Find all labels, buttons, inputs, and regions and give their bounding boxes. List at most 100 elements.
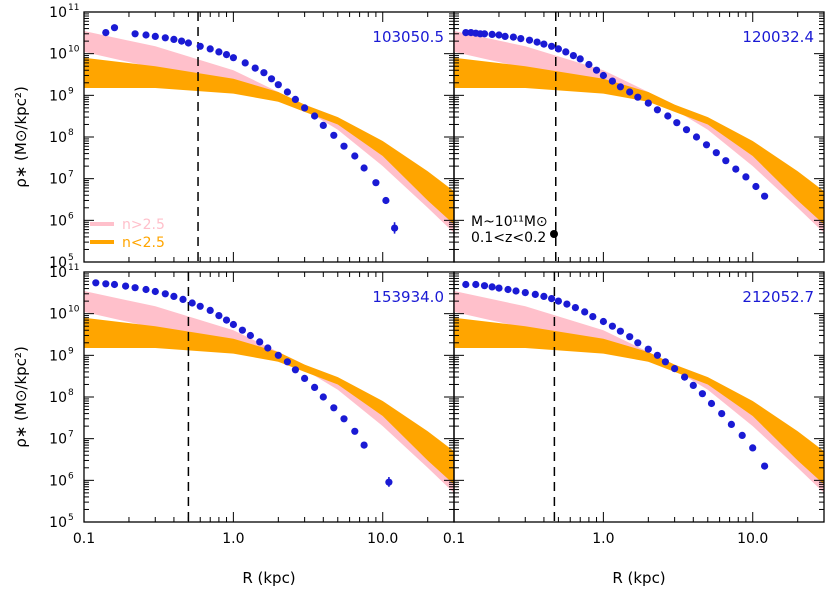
data-point	[599, 71, 608, 80]
y-tick-exponent: 10	[68, 305, 80, 315]
data-point	[161, 34, 169, 42]
data-point	[664, 112, 672, 120]
data-point	[330, 131, 338, 139]
data-point	[351, 427, 359, 435]
data-point	[196, 302, 204, 310]
band-n-gt-2-5	[454, 291, 824, 493]
data-point	[608, 322, 617, 330]
panel-id-label: 212052.7	[742, 288, 814, 306]
data-point	[608, 77, 617, 85]
y-axis-title: ρ∗ (M⊙/kpc²)	[12, 346, 30, 448]
data-point	[360, 441, 368, 449]
data-point	[241, 59, 249, 67]
data-point	[215, 312, 223, 320]
x-tick-label: 10.0	[367, 531, 398, 547]
data-point	[653, 106, 662, 114]
data-point	[681, 373, 689, 381]
panel-212052.7: 0.1 1.0 10.0 212052.7	[443, 271, 825, 547]
panel-plot-area	[84, 12, 454, 262]
data-point	[698, 390, 707, 398]
data-point	[554, 297, 563, 305]
data-point	[206, 306, 214, 314]
data-point	[738, 431, 746, 439]
data-point	[196, 42, 204, 50]
band-n-lt-2-5	[454, 57, 824, 225]
data-point	[576, 55, 584, 63]
data-point	[351, 152, 359, 160]
band-n-lt-2-5	[84, 317, 454, 485]
y-tick-label: 10	[49, 172, 67, 188]
data-point	[634, 339, 642, 347]
data-point	[151, 287, 159, 296]
band-n-lt-2-5	[84, 57, 454, 225]
y-tick-exponent: 7	[68, 170, 74, 180]
data-point	[589, 313, 597, 321]
data-point	[480, 30, 489, 38]
data-point	[480, 282, 489, 290]
data-point	[131, 284, 139, 292]
data-point	[215, 48, 223, 56]
data-point	[732, 165, 740, 173]
y-tick-exponent: 9	[68, 86, 74, 96]
data-point	[616, 83, 625, 91]
data-point	[569, 52, 578, 60]
x-tick-label: 10.0	[737, 531, 768, 547]
data-point	[142, 285, 150, 294]
y-axis-title: ρ∗ (M⊙/kpc²)	[12, 86, 30, 188]
data-point	[142, 31, 150, 39]
data-point	[692, 133, 701, 141]
panel-plot-area	[454, 12, 824, 262]
data-point	[495, 31, 503, 39]
data-point	[501, 32, 509, 41]
data-point	[540, 292, 548, 300]
data-point	[92, 279, 100, 287]
y-tick-label: 10	[49, 213, 67, 229]
y-tick-label: 10	[49, 473, 67, 489]
data-point	[222, 316, 231, 324]
data-point	[170, 35, 178, 44]
data-point	[110, 24, 119, 32]
legend: n>2.5 n<2.5	[90, 217, 165, 251]
data-point	[472, 280, 480, 289]
data-point	[727, 420, 736, 428]
legend-label: n>2.5	[122, 217, 165, 233]
data-point	[742, 173, 750, 181]
y-tick-exponent: 6	[68, 471, 74, 481]
data-point	[251, 64, 259, 72]
data-point	[512, 287, 520, 295]
y-tick-exponent: 8	[68, 128, 74, 138]
data-point	[382, 196, 390, 205]
data-point	[301, 374, 309, 382]
data-point	[462, 280, 470, 289]
data-point	[521, 289, 529, 297]
data-point	[661, 358, 670, 366]
band-n-gt-2-5	[84, 291, 454, 493]
data-point	[653, 351, 662, 359]
x-axis-title: R (kpc)	[242, 569, 295, 587]
data-point	[495, 284, 503, 292]
y-tick-exponent: 9	[68, 346, 74, 356]
data-point	[581, 308, 589, 316]
y-tick-label: 10	[49, 515, 67, 531]
y-tick-exponent: 11	[68, 3, 79, 13]
band-n-lt-2-5	[454, 317, 824, 485]
data-point	[184, 39, 192, 47]
data-point	[102, 28, 110, 37]
data-point	[689, 381, 697, 389]
data-point	[222, 51, 231, 59]
y-tick-exponent: 11	[68, 263, 79, 273]
data-point	[151, 32, 159, 41]
data-point	[256, 338, 264, 346]
data-point	[301, 104, 309, 112]
data-point	[110, 280, 119, 289]
data-point	[372, 179, 380, 187]
data-point	[311, 112, 319, 120]
annotation-line: M~10¹¹M⊙	[471, 214, 548, 230]
data-point	[761, 462, 769, 470]
data-point	[283, 88, 291, 96]
data-point	[671, 365, 679, 373]
data-point	[517, 35, 525, 43]
y-tick-exponent: 6	[68, 211, 74, 221]
